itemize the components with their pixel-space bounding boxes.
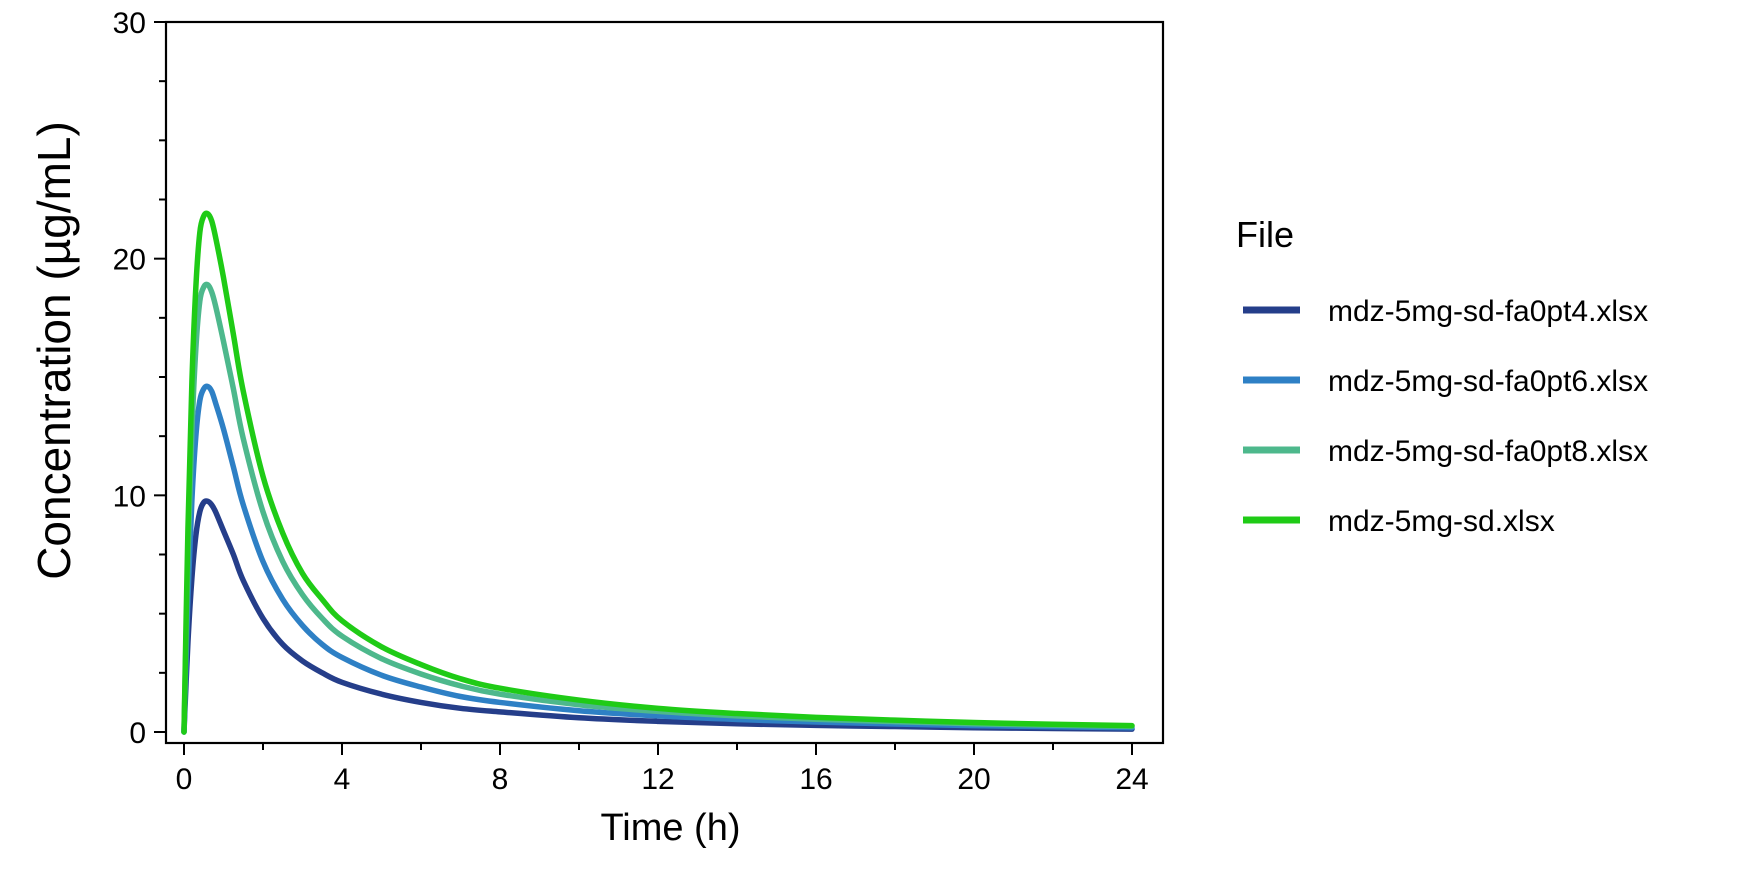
legend-label: mdz-5mg-sd-fa0pt4.xlsx xyxy=(1328,295,1648,328)
x-axis: 0 4 8 12 16 20 24 xyxy=(176,743,1149,796)
y-axis-label: Concentration (µg/mL) xyxy=(28,121,80,580)
y-tick-label: 30 xyxy=(113,7,146,40)
x-tick-label: 0 xyxy=(176,763,193,796)
x-tick-label: 20 xyxy=(957,763,990,796)
series-line-1 xyxy=(181,498,1135,735)
legend-label: mdz-5mg-sd-fa0pt6.xlsx xyxy=(1328,365,1648,398)
x-tick-label: 16 xyxy=(799,763,832,796)
legend-label: mdz-5mg-sd.xlsx xyxy=(1328,505,1555,538)
x-tick-label: 12 xyxy=(641,763,674,796)
legend-label: mdz-5mg-sd-fa0pt8.xlsx xyxy=(1328,435,1648,468)
legend: File mdz-5mg-sd-fa0pt4.xlsxmdz-5mg-sd-fa… xyxy=(1236,214,1648,538)
x-tick-label: 4 xyxy=(334,763,351,796)
x-axis-label: Time (h) xyxy=(600,807,740,849)
series-layer xyxy=(181,210,1135,735)
series-line-2 xyxy=(181,383,1135,735)
y-tick-label: 0 xyxy=(129,717,146,750)
legend-items: mdz-5mg-sd-fa0pt4.xlsx mdz-5mg-sd-fa0pt6.… xyxy=(1243,295,1648,538)
y-tick-label: 20 xyxy=(113,244,146,277)
series-line-3 xyxy=(181,281,1135,735)
x-tick-label: 8 xyxy=(492,763,509,796)
x-tick-label: 24 xyxy=(1115,763,1148,796)
y-tick-label: 10 xyxy=(113,480,146,513)
legend-title: File xyxy=(1236,214,1294,255)
plot-frame xyxy=(164,20,1165,745)
series-line-4 xyxy=(181,210,1135,735)
y-axis: 0 10 20 30 xyxy=(113,7,166,750)
